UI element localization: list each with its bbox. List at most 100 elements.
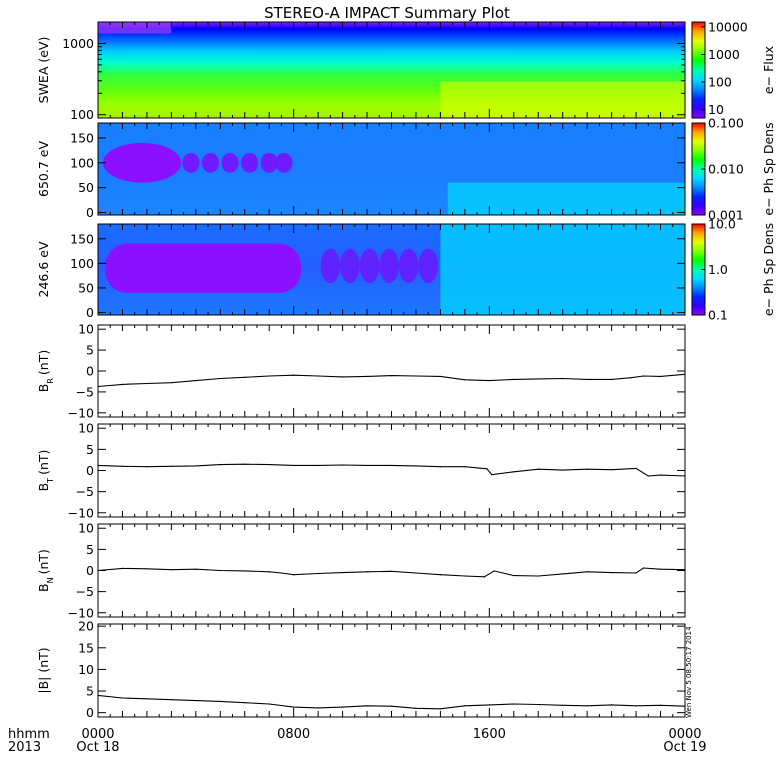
y-tick-label-4-2: 0 <box>86 463 94 478</box>
data-point-3-14 <box>439 375 442 378</box>
data-point-6-21 <box>611 704 613 706</box>
series-line-6 <box>97 694 686 710</box>
y-tick-label-6-3: 15 <box>78 640 94 655</box>
panel-6: 0 5 10 15 20 |B| (nT) <box>36 619 686 720</box>
y-tick-label-6-4: 20 <box>78 619 94 634</box>
colorbar-tick-label-1-2: 0.100 <box>708 116 744 131</box>
time-axis-label-year: 2013 <box>8 740 41 755</box>
y-tick-label-2-2: 100 <box>70 256 94 271</box>
data-point-6-10 <box>341 706 344 708</box>
data-point-5-11 <box>341 572 344 574</box>
data-point-6-17 <box>513 703 515 705</box>
data-point-4-17 <box>491 474 493 476</box>
data-point-6-14 <box>439 708 442 710</box>
data-point-4-23 <box>635 467 637 469</box>
data-point-5-7 <box>268 571 270 573</box>
y-tick-label-5-2: 0 <box>86 563 94 578</box>
data-point-4-2 <box>146 466 148 468</box>
y-tick-label-6-1: 5 <box>86 684 94 699</box>
data-point-6-16 <box>488 704 490 706</box>
panel-frame-3 <box>97 324 686 418</box>
data-point-6-19 <box>562 704 564 706</box>
y-tick-label-1-1: 50 <box>78 180 94 195</box>
data-point-4-19 <box>537 468 539 470</box>
data-point-4-7 <box>268 463 270 466</box>
heatmap-feature-blob-1 <box>182 152 200 173</box>
data-point-4-16 <box>486 468 488 470</box>
heatmap-feature-blob-3 <box>221 152 239 173</box>
time-tick-label-0: 0000 <box>81 727 114 742</box>
data-point-3-21 <box>611 378 613 380</box>
data-point-3-3 <box>170 382 172 384</box>
data-point-4-1 <box>121 465 124 467</box>
panel-2: 0 50 100 150 246.6 eV <box>36 223 686 320</box>
panel-frame-6 <box>97 623 686 718</box>
y-tick-label-3-2: 0 <box>86 364 94 379</box>
panel-0: 100 1000 SWEA (eV) <box>36 21 686 122</box>
y-tick-label-1-3: 150 <box>70 130 94 145</box>
time-tick-date-3: Oct 19 <box>663 740 706 755</box>
data-point-5-8 <box>280 572 283 574</box>
y-axis-label-6: |B| (nT) <box>36 647 51 693</box>
colorbar-label-1: e− Ph Sp Dens <box>761 122 776 215</box>
heatmap-feature-blob-2 <box>359 248 380 284</box>
data-point-5-2 <box>146 568 148 570</box>
data-point-4-10 <box>341 464 344 466</box>
heatmap-feature-blob-5 <box>418 248 438 284</box>
data-point-6-13 <box>415 707 417 709</box>
colorbar-1: 0.001 0.010 0.100 e− Ph Sp Dens <box>691 116 776 223</box>
y-axis-label-1: 650.7 eV <box>36 141 51 197</box>
data-point-5-26 <box>659 568 662 570</box>
data-point-3-9 <box>317 375 319 377</box>
y-tick-label-6-0: 0 <box>86 705 94 720</box>
data-point-5-22 <box>586 571 588 573</box>
colorbar-2: 0.1 1.0 10.0 e− Ph Sp Dens <box>691 217 776 323</box>
data-point-4-15 <box>464 466 466 468</box>
data-point-3-23 <box>642 375 645 377</box>
heatmap-feature-blob-5 <box>260 152 278 173</box>
data-point-3-12 <box>390 375 393 377</box>
data-point-6-18 <box>537 703 539 706</box>
heatmap-feature-blob-4 <box>398 248 419 284</box>
colorbars: 10 100 1000 10000 e− Flux 0.001 0.010 0.100 e− P… <box>691 19 776 323</box>
data-point-4-24 <box>647 475 649 477</box>
data-point-3-16 <box>488 380 490 382</box>
colorbar-tick-label-0-3: 10000 <box>708 19 748 34</box>
data-point-5-21 <box>562 573 564 575</box>
data-point-6-23 <box>659 704 662 706</box>
data-point-5-3 <box>170 569 172 571</box>
panel-5: −10 −5 0 5 10 BN(nT) <box>36 521 686 620</box>
y-tick-label-0-1: 1000 <box>62 36 94 51</box>
y-tick-label-0-0: 100 <box>70 107 94 122</box>
data-point-3-20 <box>586 378 588 380</box>
y-tick-label-3-4: 10 <box>78 322 94 337</box>
data-point-6-2 <box>146 698 148 700</box>
heatmap-feature-high-flux <box>440 81 685 118</box>
data-point-5-25 <box>642 567 645 569</box>
data-point-5-5 <box>219 569 221 572</box>
heatmap-feature-blob-2 <box>201 152 220 173</box>
colorbar-label-2: e− Ph Sp Dens <box>761 223 776 316</box>
y-tick-label-6-2: 10 <box>78 662 94 677</box>
data-point-6-12 <box>390 705 393 707</box>
y-axis-label-3: BR(nT) <box>36 350 55 392</box>
y-tick-label-3-0: −10 <box>68 405 94 420</box>
time-axis-label-hhmm: hhmm <box>8 727 50 742</box>
time-tick-label-2: 1600 <box>473 727 506 742</box>
data-point-4-25 <box>659 474 662 476</box>
data-point-5-14 <box>415 572 417 574</box>
data-point-5-9 <box>293 574 295 576</box>
data-point-5-4 <box>195 568 197 570</box>
data-point-3-8 <box>293 374 295 376</box>
data-point-3-2 <box>146 382 148 385</box>
panel-4: −10 −5 0 5 10 BT(nT) <box>36 421 686 520</box>
colorbar-tick-label-2-0: 0.1 <box>708 308 728 323</box>
data-point-5-16 <box>464 575 466 577</box>
data-point-6-22 <box>635 705 637 707</box>
colorbar-0: 10 100 1000 10000 e− Flux <box>691 19 776 119</box>
data-point-6-9 <box>317 707 319 709</box>
data-point-5-20 <box>537 575 539 577</box>
colorbar-tick-label-2-1: 1.0 <box>708 262 728 277</box>
data-point-5-23 <box>611 572 613 574</box>
data-point-3-24 <box>659 375 662 378</box>
